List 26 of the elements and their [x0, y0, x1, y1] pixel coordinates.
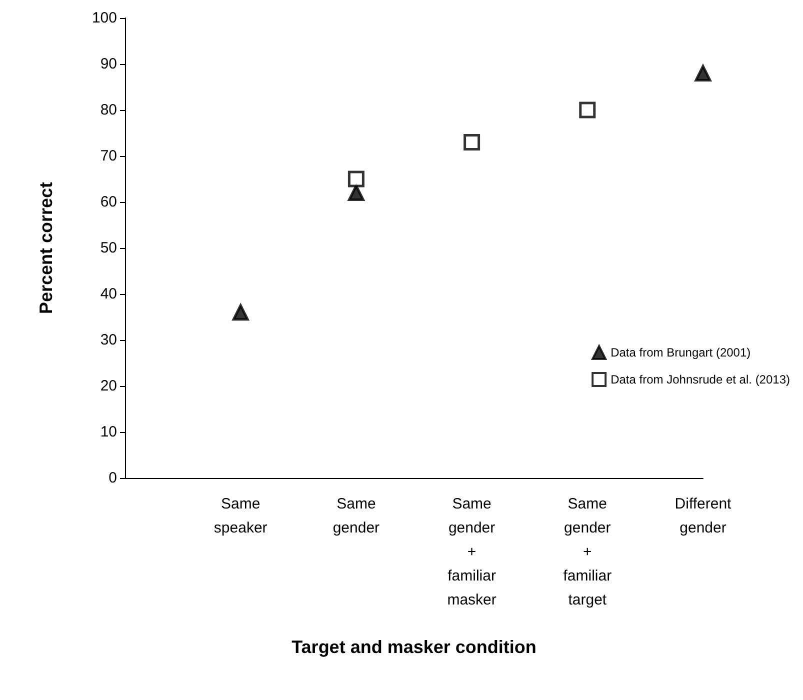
y-tick-label: 30 — [100, 332, 117, 348]
x-tick-label: Same gender + familiar masker — [447, 496, 496, 608]
y-tick-label: 90 — [100, 56, 117, 72]
y-tick-label: 20 — [100, 378, 117, 394]
y-tick-label: 10 — [100, 424, 117, 440]
y-tick-label: 100 — [92, 10, 117, 26]
y-tick-label: 70 — [100, 148, 117, 164]
legend-label: Data from Brungart (2001) — [610, 346, 751, 360]
point — [579, 102, 596, 118]
point — [464, 134, 480, 150]
y-tick-label: 80 — [100, 102, 117, 118]
y-tick-label: 60 — [100, 194, 117, 210]
x-tick-label: Different gender — [674, 496, 732, 536]
legend-label: Data from Johnsrude et al. (2013) — [610, 372, 790, 386]
x-axis-title: Target and masker condition — [292, 637, 536, 657]
y-tick-label: 40 — [100, 286, 117, 302]
y-tick-label: 50 — [100, 240, 117, 256]
x-tick-label: Same speaker — [214, 496, 268, 536]
point — [348, 170, 364, 188]
y-tick-label: 0 — [108, 470, 117, 486]
y-axis-title: Percent correct — [36, 182, 56, 314]
point — [694, 64, 712, 82]
x-tick-label: Same gender — [332, 496, 380, 536]
point — [232, 304, 249, 321]
x-tick-label: Same gender + familiar target — [563, 496, 612, 608]
point — [348, 184, 364, 202]
